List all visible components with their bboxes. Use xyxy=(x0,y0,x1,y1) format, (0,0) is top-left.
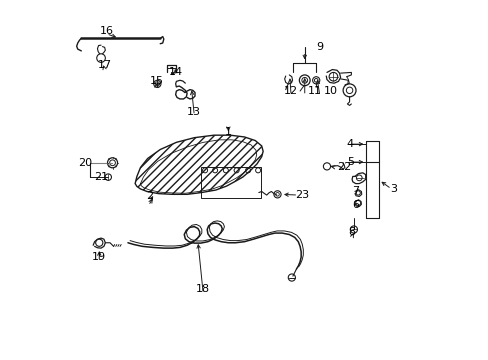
Text: 18: 18 xyxy=(196,284,210,294)
Text: 13: 13 xyxy=(187,107,201,117)
Text: 16: 16 xyxy=(99,26,113,36)
Text: 6: 6 xyxy=(351,200,358,210)
Text: 22: 22 xyxy=(336,162,350,172)
Text: 9: 9 xyxy=(316,42,323,52)
Text: 20: 20 xyxy=(78,158,92,168)
Text: 10: 10 xyxy=(323,86,337,96)
Bar xyxy=(201,167,260,198)
Text: 4: 4 xyxy=(346,139,353,149)
Text: 12: 12 xyxy=(284,86,298,96)
Text: 3: 3 xyxy=(389,184,396,194)
Text: 17: 17 xyxy=(98,60,111,70)
Text: 1: 1 xyxy=(224,127,231,136)
Text: 5: 5 xyxy=(346,157,353,167)
Text: 11: 11 xyxy=(307,86,321,96)
Text: 19: 19 xyxy=(92,252,106,262)
Text: 2: 2 xyxy=(145,191,153,201)
Text: 14: 14 xyxy=(169,67,183,77)
Text: 21: 21 xyxy=(94,172,108,182)
Text: 7: 7 xyxy=(351,186,359,197)
Text: 15: 15 xyxy=(149,76,163,86)
Text: 8: 8 xyxy=(348,227,355,237)
Text: 23: 23 xyxy=(295,190,309,200)
